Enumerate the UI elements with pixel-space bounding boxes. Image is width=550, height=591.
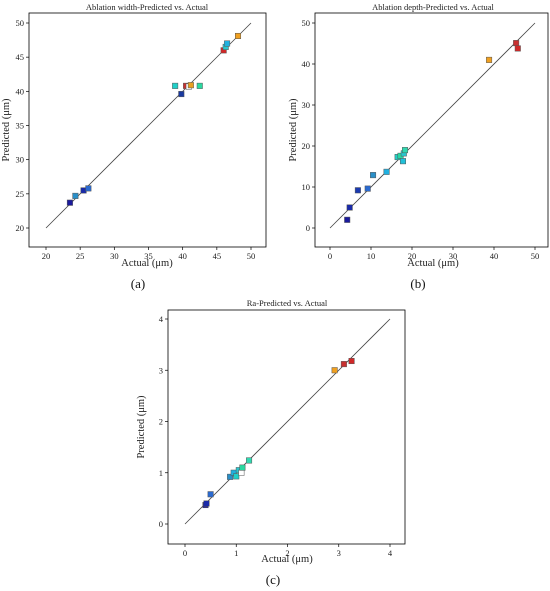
data-points [344,40,521,223]
data-point [348,358,355,365]
y-tick-label: 30 [16,155,25,165]
x-tick-label: 1 [234,548,238,558]
data-point [399,158,406,165]
data-point [402,147,409,154]
data-point [340,361,347,368]
data-point [178,91,185,98]
y-axis-label: Predicted (μm) [136,395,147,459]
x-tick-label: 4 [388,548,393,558]
chart-title: Ra-Predicted vs. Actual [247,298,328,308]
data-point [85,185,92,192]
x-tick-label: 20 [408,251,417,261]
x-axis-label: Actual (μm) [121,258,173,269]
y-tick-label: 50 [16,18,25,28]
data-points [202,358,355,509]
plot-frame [167,309,406,545]
y-tick-label: 0 [306,223,310,233]
y-tick-label: 1 [159,468,163,478]
y-tick-label: 20 [302,141,311,151]
panel-label: (b) [410,276,425,291]
reference-line [184,318,391,525]
tick-group: 0 10 20 30 40 50 0 10 20 30 40 50 [302,18,540,261]
x-axis-label: Actual (μm) [261,554,313,565]
y-axis-label: Predicted (μm) [288,98,299,162]
x-axis-label: Actual (μm) [407,258,459,269]
data-point [207,491,214,498]
data-point [187,82,194,89]
panel-label: (c) [266,572,280,587]
data-point [346,204,353,211]
x-tick-label: 0 [328,251,332,261]
x-tick-label: 50 [531,251,540,261]
data-point [514,45,521,52]
x-tick-label: 10 [367,251,376,261]
reference-line [45,22,252,229]
x-tick-label: 30 [110,251,119,261]
chart-panel-c: Ra-Predicted vs. Actual 0 1 2 3 4 0 1 2 3 4 Actua… [136,298,406,587]
panel-label: (a) [131,276,145,291]
data-point [354,187,361,194]
data-point [72,192,79,199]
data-point [370,172,377,179]
data-point [331,367,338,374]
y-tick-label: 4 [159,314,164,324]
data-point [203,500,210,507]
plot-frame [28,12,267,248]
y-tick-label: 40 [302,59,311,69]
y-tick-label: 3 [159,365,163,375]
x-tick-label: 50 [247,251,256,261]
x-tick-label: 20 [42,251,51,261]
x-tick-label: 30 [449,251,458,261]
y-tick-label: 30 [302,100,311,110]
reference-line [329,22,536,229]
y-tick-label: 2 [159,417,163,427]
x-tick-label: 40 [490,251,499,261]
data-point [486,56,493,63]
x-tick-label: 40 [178,251,187,261]
y-tick-label: 45 [16,52,25,62]
data-point [172,82,179,89]
chart-title: Ablation width-Predicted vs. Actual [86,2,209,12]
tick-group: 0 1 2 3 4 0 1 2 3 4 [159,314,393,558]
y-tick-label: 50 [302,18,311,28]
x-tick-label: 0 [183,548,187,558]
x-tick-label: 45 [213,251,222,261]
y-tick-label: 25 [16,189,25,199]
plot-frame [314,12,549,248]
x-tick-label: 25 [76,251,85,261]
data-point [239,464,246,471]
y-axis-label: Predicted (μm) [1,98,12,162]
data-point [364,185,371,192]
y-tick-label: 35 [16,121,25,131]
chart-panel-a: Ablation width-Predicted vs. Actual 20 25… [1,2,267,291]
data-point [246,457,253,464]
y-tick-label: 20 [16,223,25,233]
data-points [66,32,242,206]
chart-title: Ablation depth-Predicted vs. Actual [372,2,494,12]
y-tick-label: 10 [302,182,311,192]
data-point [513,40,520,47]
data-point [227,473,234,480]
data-point [233,473,240,480]
data-point [238,469,245,476]
data-point [344,216,351,223]
data-point [383,168,390,175]
x-tick-label: 35 [144,251,153,261]
y-tick-label: 0 [159,519,163,529]
data-point [196,82,203,89]
tick-group: 20 25 30 35 40 45 50 20 25 30 35 40 45 50 [16,18,256,261]
data-point [224,40,231,47]
x-tick-label: 2 [285,548,289,558]
data-point [66,199,73,206]
x-tick-label: 3 [337,548,341,558]
y-tick-label: 40 [16,86,25,96]
data-point [235,32,242,39]
chart-panel-b: Ablation depth-Predicted vs. Actual 0 10 2… [288,2,549,291]
